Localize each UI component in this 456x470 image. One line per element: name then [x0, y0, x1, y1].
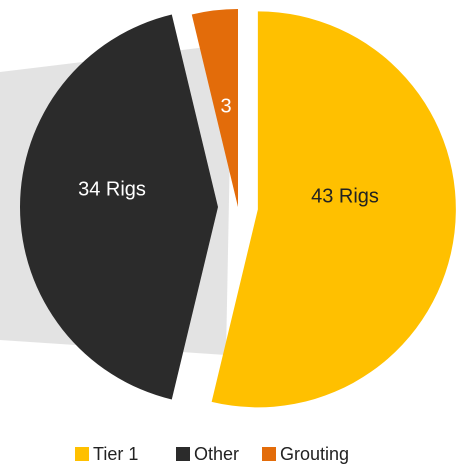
data-label: 43 Rigs [311, 185, 379, 207]
data-label: 3 [220, 95, 231, 117]
legend-label: Other [194, 444, 239, 464]
data-label: 34 Rigs [78, 178, 146, 200]
pie-slice [211, 11, 456, 408]
legend-label: Grouting [280, 444, 349, 464]
legend-swatch [262, 447, 276, 461]
pie-slice [191, 9, 238, 207]
legend-swatch [75, 447, 89, 461]
legend-swatch [176, 447, 190, 461]
legend-label: Tier 1 [93, 444, 138, 464]
pie-slice [19, 14, 218, 400]
